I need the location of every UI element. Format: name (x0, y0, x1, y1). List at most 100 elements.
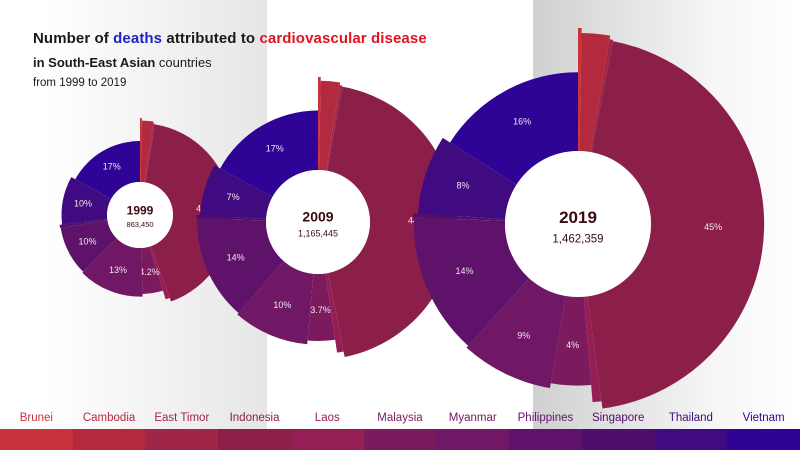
slice-2009-malaysia (307, 273, 336, 341)
title-highlight-disease: cardiovascular disease (259, 30, 427, 47)
legend-item-philippines: Philippines (509, 410, 582, 450)
slice-2009-indonesia (327, 86, 456, 357)
chart-subtitle: in South-East Asian countries (33, 55, 427, 70)
slice-1999-thailand (61, 177, 112, 225)
pct-label-1999-myanmar: 13% (109, 265, 127, 275)
legend-swatch (363, 429, 437, 450)
title-prefix: Number of (33, 30, 114, 47)
slice-2019-cambodia (579, 32, 611, 153)
pct-label-2009-malaysia: 3.7% (310, 305, 331, 315)
slice-2009-brunei (318, 77, 321, 171)
slice-1999-malaysia (141, 246, 163, 295)
slice-2019-malaysia (550, 295, 592, 386)
chart-date-range: from 1999 to 2019 (33, 77, 127, 89)
pct-label-2009-philippines: 14% (227, 252, 245, 262)
pct-label-1999-philippines: 10% (78, 236, 96, 246)
legend-item-east-timor: East Timor (145, 410, 219, 450)
pct-label-2009-thailand: 7% (227, 192, 240, 202)
center-circle-2009 (266, 170, 370, 274)
pct-label-2019-vietnam: 16% (513, 116, 531, 126)
slice-2009-east-timor (326, 85, 343, 171)
slice-1999-singapore (59, 219, 108, 228)
legend-label: Laos (314, 412, 340, 424)
legend-label: Vietnam (742, 412, 785, 424)
slice-1999-philippines (60, 220, 117, 272)
pct-label-1999-thailand: 10% (74, 198, 92, 208)
slice-2009-singapore (196, 214, 267, 221)
slice-2019-singapore (412, 213, 506, 222)
slice-2019-brunei (578, 28, 582, 152)
pct-label-2019-thailand: 8% (456, 181, 469, 191)
pct-label-2019-philippines: 14% (456, 266, 474, 276)
center-year-2019: 2019 (559, 208, 597, 227)
legend-label: Brunei (19, 412, 53, 424)
slice-2009-vietnam (220, 110, 318, 198)
legend-swatch (727, 429, 800, 450)
legend-item-brunei: Brunei (0, 410, 73, 450)
legend-label: Philippines (517, 412, 574, 424)
chart-title: Number of deaths attributed to cardiovas… (33, 30, 427, 47)
pct-label-2009-vietnam: 17% (266, 143, 284, 153)
legend-item-myanmar: Myanmar (436, 410, 510, 450)
center-total-1999: 863,450 (126, 220, 153, 229)
slice-1999-east-timor (144, 123, 156, 183)
center-year-2009: 2009 (302, 208, 333, 224)
legend-label: Singapore (591, 412, 645, 424)
pct-label-2019-indonesia: 45% (704, 222, 722, 232)
center-total-2019: 1,462,359 (552, 233, 603, 245)
center-total-2009: 1,165,445 (298, 228, 338, 238)
legend-label: Cambodia (82, 412, 136, 424)
pct-label-2019-malaysia: 4% (566, 340, 579, 350)
slice-2019-philippines (413, 217, 530, 346)
legend-swatch (0, 429, 73, 450)
legend-item-indonesia: Indonesia (218, 410, 291, 450)
legend-swatch (509, 429, 582, 450)
title-block: Number of deaths attributed to cardiovas… (33, 30, 427, 89)
legend-swatch (436, 429, 510, 450)
legend-swatch (581, 429, 655, 450)
slice-1999-laos (149, 246, 170, 300)
rose-chart-2019: 45% 4% 9% 14% 8% 16% 2019 1,462,359 (412, 28, 765, 409)
slice-2019-indonesia (587, 41, 765, 409)
pct-label-1999-malaysia: 4.2% (139, 267, 160, 277)
center-circle-2019 (505, 151, 651, 297)
subtitle-bold: in South-East Asian (33, 55, 156, 70)
title-middle: attributed to (162, 30, 260, 47)
slice-2009-philippines (197, 218, 284, 314)
legend-swatch (218, 429, 291, 450)
slice-2009-cambodia (318, 80, 341, 171)
title-highlight-deaths: deaths (113, 30, 163, 47)
slice-2009-laos (325, 273, 344, 353)
legend-item-cambodia: Cambodia (72, 410, 146, 450)
legend-item-vietnam: Vietnam (727, 410, 800, 450)
slice-1999-brunei (140, 118, 142, 183)
legend-swatch (72, 429, 146, 450)
center-year-1999: 1999 (127, 203, 154, 217)
slice-2009-thailand (200, 165, 273, 219)
legend: Brunei Cambodia East Timor Indonesia Laos Mal… (0, 410, 800, 450)
slice-2009-myanmar (237, 261, 314, 345)
legend-label: Malaysia (377, 412, 423, 424)
legend-item-malaysia: Malaysia (363, 410, 437, 450)
slice-1999-myanmar (82, 238, 143, 297)
subtitle-rest: countries (155, 55, 212, 70)
slice-2019-thailand (418, 137, 517, 220)
legend-item-laos: Laos (290, 410, 364, 450)
slice-2019-east-timor (590, 39, 614, 153)
slice-1999-vietnam (75, 141, 140, 200)
legend-swatch (145, 429, 219, 450)
legend-label: Thailand (668, 412, 713, 424)
pct-label-2009-myanmar: 10% (273, 300, 291, 310)
legend-item-singapore: Singapore (581, 410, 655, 450)
slice-2019-laos (583, 296, 602, 403)
legend-label: Indonesia (229, 412, 280, 424)
legend-label: Myanmar (448, 412, 497, 424)
slice-2019-vietnam (450, 72, 578, 185)
legend-swatch (654, 429, 728, 450)
slice-2019-myanmar (466, 278, 566, 389)
legend-swatch (290, 429, 364, 450)
slice-1999-cambodia (140, 120, 154, 183)
center-circle-1999 (107, 182, 173, 248)
